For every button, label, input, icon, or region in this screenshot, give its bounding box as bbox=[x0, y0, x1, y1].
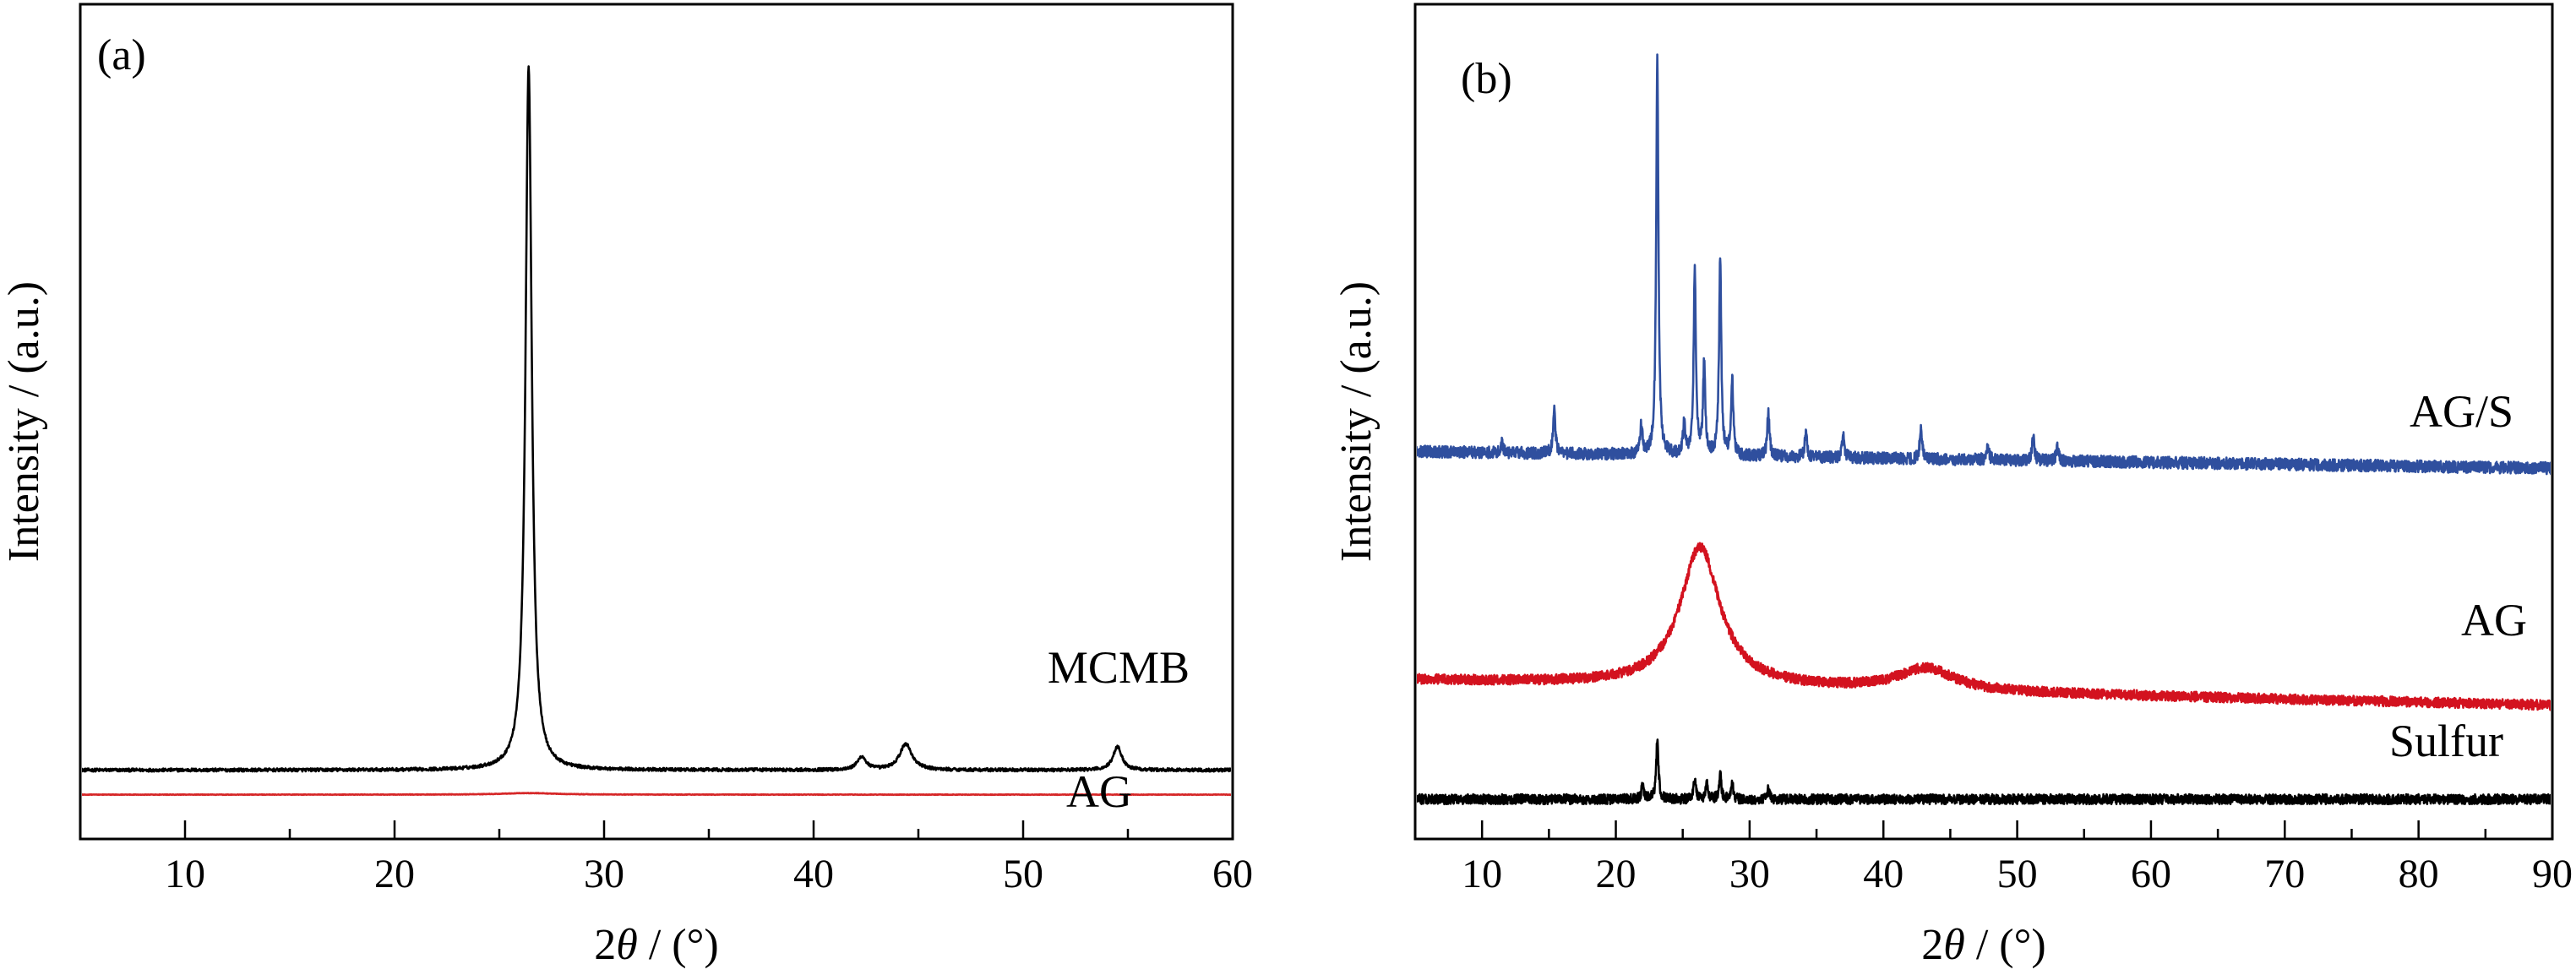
x-tick-label: 10 bbox=[1462, 852, 1502, 896]
x-tick-label: 50 bbox=[1003, 852, 1043, 896]
series-label: AG/S bbox=[2410, 386, 2513, 437]
panel-a: 10 20 30 40 50 60 2θ / (°) Intensity / (a.u.) (a… bbox=[0, 3, 1253, 969]
x-tick-label: 30 bbox=[584, 852, 624, 896]
x-tick-label: 90 bbox=[2532, 852, 2573, 896]
series-line-sulfur bbox=[1417, 738, 2551, 806]
series-label: MCMB bbox=[1048, 642, 1190, 693]
x-tick-label: 50 bbox=[1997, 852, 2038, 896]
x-tick-label: 40 bbox=[1863, 852, 1903, 896]
series-label: AG bbox=[2461, 595, 2527, 645]
x-axis-title: 2θ / (°) bbox=[594, 921, 718, 969]
series-line-ag bbox=[82, 792, 1231, 797]
panel-label: (a) bbox=[97, 31, 146, 79]
plot-frame bbox=[1413, 3, 2554, 841]
series-label: Sulfur bbox=[2389, 716, 2503, 766]
y-axis-title: Intensity / (a.u.) bbox=[1332, 281, 1381, 562]
x-tick-label: 20 bbox=[374, 852, 415, 896]
x-tick-label: 10 bbox=[165, 852, 205, 896]
series-label: AG bbox=[1066, 766, 1132, 817]
x-tick-label: 40 bbox=[793, 852, 834, 896]
x-tick-label: 60 bbox=[1212, 852, 1253, 896]
panel-b: 10 20 30 40 50 60 70 80 90 2θ / (°) Intensity / (a… bbox=[1332, 3, 2573, 969]
series-line-ag-s bbox=[1417, 53, 2551, 476]
panel-label: (b) bbox=[1461, 55, 1512, 103]
x-tick-label: 80 bbox=[2399, 852, 2439, 896]
x-tick-label: 30 bbox=[1729, 852, 1770, 896]
series-line-mcmb bbox=[82, 65, 1231, 773]
plot-frame bbox=[79, 3, 1234, 841]
x-tick-label: 60 bbox=[2131, 852, 2171, 896]
x-tick-label: 70 bbox=[2264, 852, 2305, 896]
y-axis-title: Intensity / (a.u.) bbox=[0, 281, 48, 562]
x-axis-title: 2θ / (°) bbox=[1921, 921, 2045, 969]
x-tick-label: 20 bbox=[1596, 852, 1637, 896]
series-line-ag bbox=[1417, 542, 2551, 711]
